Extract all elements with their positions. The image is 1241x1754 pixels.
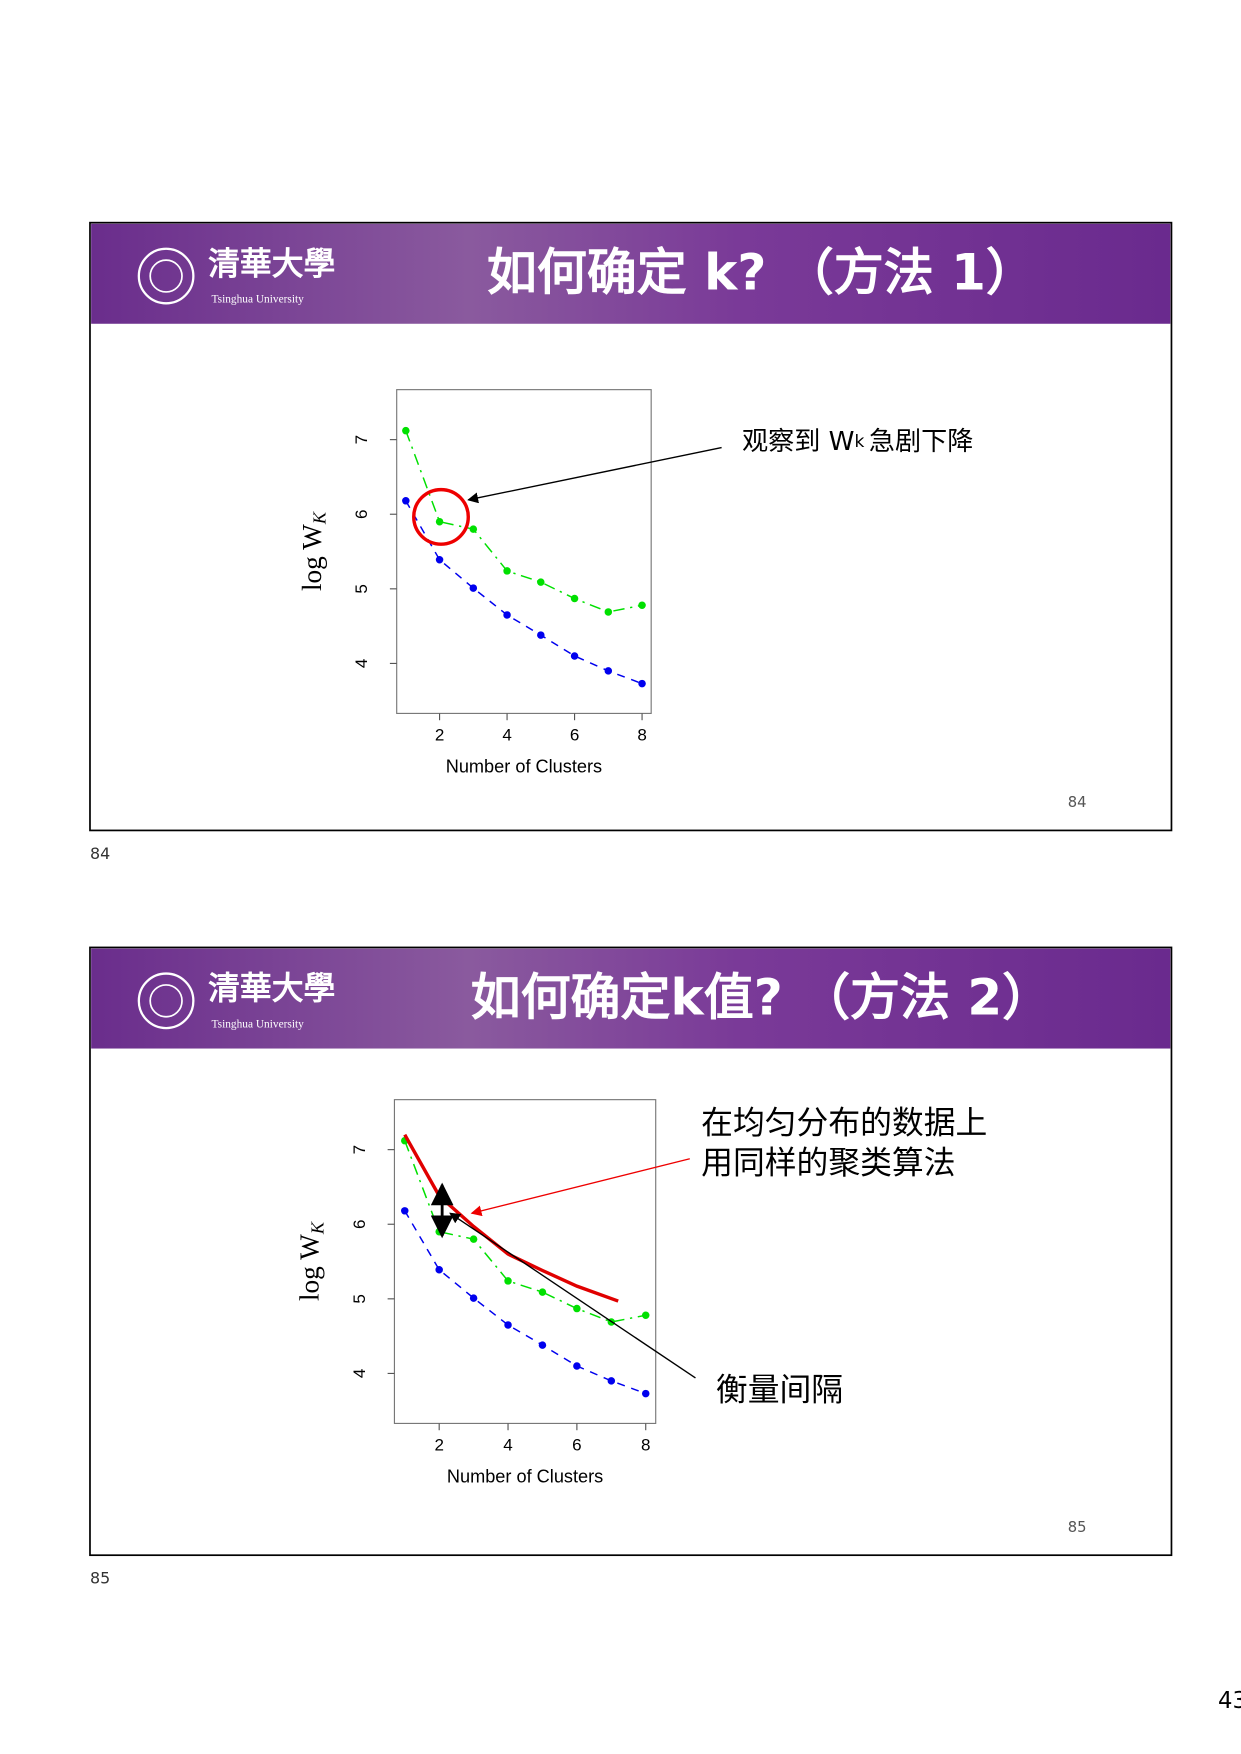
x-tick-label: 2 xyxy=(434,1436,443,1455)
data-point xyxy=(469,525,478,533)
x-tick-label: 4 xyxy=(502,726,511,745)
logo-cn: 清華大學 xyxy=(208,245,335,282)
slide-number: 85 xyxy=(1068,1519,1087,1536)
data-point xyxy=(638,601,646,609)
slide-frame xyxy=(89,221,1173,832)
y-tick-label: 5 xyxy=(352,584,371,593)
series-line xyxy=(404,1210,646,1395)
data-point xyxy=(435,555,444,564)
slide-title: 如何确定k值? （方法 2） xyxy=(471,968,1053,1026)
x-tick-label: 2 xyxy=(435,726,444,745)
data-point xyxy=(641,1311,650,1320)
y-axis-label: log WK xyxy=(297,511,330,591)
slide-number: 84 xyxy=(1068,794,1087,811)
annotation: 在均匀分布的数据上 xyxy=(701,1105,987,1142)
data-point xyxy=(402,426,410,435)
y-tick-label: 5 xyxy=(350,1294,369,1303)
x-tick-label: 4 xyxy=(503,1436,512,1455)
data-point xyxy=(538,1341,547,1349)
data-point xyxy=(469,1235,478,1243)
data-point xyxy=(604,608,613,616)
logo-en: Tsinghua University xyxy=(212,294,305,306)
logo-emblem-inner xyxy=(149,984,183,1018)
arrow xyxy=(470,1158,690,1217)
data-point xyxy=(607,1377,616,1385)
plot-frame xyxy=(396,389,652,714)
annotation-sub: k xyxy=(855,432,865,452)
y-tick-label: 7 xyxy=(352,435,371,444)
data-point xyxy=(537,631,545,639)
y-tick-label: 6 xyxy=(352,509,371,518)
logo-en: Tsinghua University xyxy=(212,1018,305,1030)
data-point xyxy=(469,584,478,592)
data-point xyxy=(469,1294,478,1302)
plot-frame xyxy=(393,1099,657,1424)
annotation: 观察到 Wk 急剧下降 xyxy=(742,426,973,456)
data-point xyxy=(504,1277,512,1285)
arrow xyxy=(467,446,722,504)
annotation: 衡量间隔 xyxy=(716,1372,843,1409)
logo-cn: 清華大學 xyxy=(208,970,335,1007)
x-tick-label: 6 xyxy=(572,1436,581,1455)
y-axis-label-sub: K xyxy=(310,511,330,525)
data-point xyxy=(570,594,579,603)
data-point xyxy=(401,1207,409,1215)
page-number: 43 xyxy=(1218,1688,1241,1714)
arrow xyxy=(449,1212,696,1379)
data-point xyxy=(537,578,545,586)
data-point xyxy=(570,652,579,660)
x-tick-label: 8 xyxy=(641,1436,650,1455)
slide-frame xyxy=(89,946,1173,1557)
annotation-text: 观察到 W xyxy=(742,426,854,456)
data-point xyxy=(573,1304,581,1313)
data-point xyxy=(504,1321,512,1329)
logo-emblem xyxy=(137,247,195,305)
annotation: 用同样的聚类算法 xyxy=(701,1144,955,1181)
x-axis-label: Number of Clusters xyxy=(446,757,602,777)
data-point xyxy=(538,1288,547,1296)
page-label: 85 xyxy=(90,1569,110,1588)
data-point xyxy=(435,1265,443,1274)
data-point xyxy=(435,517,444,526)
data-point xyxy=(402,497,410,505)
slide-header xyxy=(91,223,1171,324)
annotation-text: 急剧下降 xyxy=(869,426,973,456)
y-tick-label: 6 xyxy=(350,1219,369,1228)
y-axis-label-main: log W xyxy=(295,1234,325,1301)
series-line xyxy=(405,500,643,685)
y-axis-label: log WK xyxy=(295,1221,328,1301)
slide-header xyxy=(91,948,1171,1049)
slide-title: 如何确定 k? （方法 1） xyxy=(487,244,1036,302)
data-point xyxy=(641,1389,650,1398)
data-point xyxy=(638,679,646,688)
data-point xyxy=(573,1362,581,1370)
y-axis-label-sub: K xyxy=(308,1221,328,1235)
x-tick-label: 6 xyxy=(570,726,579,745)
x-axis-label: Number of Clusters xyxy=(447,1467,603,1487)
x-tick-label: 8 xyxy=(637,726,646,745)
y-axis-label-main: log W xyxy=(297,524,327,591)
data-point xyxy=(604,667,613,675)
logo-emblem-inner xyxy=(149,259,183,293)
highlight-circle xyxy=(412,487,470,546)
logo-emblem xyxy=(137,972,195,1030)
page-label: 84 xyxy=(90,844,110,863)
y-tick-label: 4 xyxy=(352,659,371,668)
y-tick-label: 7 xyxy=(350,1145,369,1154)
y-tick-label: 4 xyxy=(350,1369,369,1378)
series-line xyxy=(405,430,643,613)
data-point xyxy=(503,567,511,575)
data-point xyxy=(503,611,511,619)
